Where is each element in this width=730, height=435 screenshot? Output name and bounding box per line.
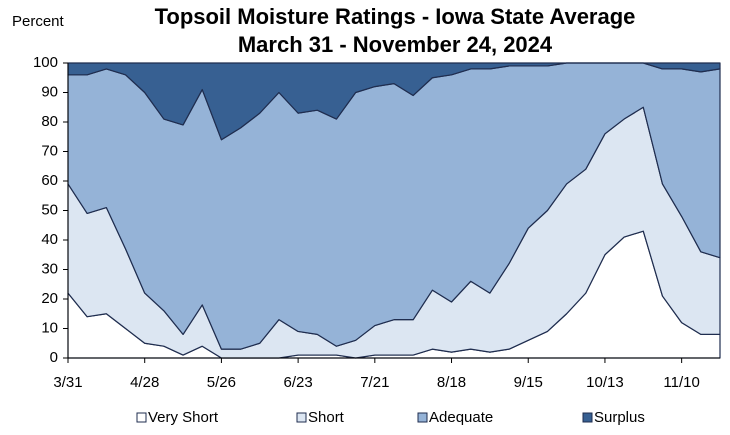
- x-tick-label: 4/28: [130, 374, 159, 391]
- y-tick-label: 80: [41, 113, 58, 130]
- area: [67, 62, 721, 141]
- legend-marker: [296, 412, 307, 423]
- legend-marker: [582, 412, 593, 423]
- legend-label: Adequate: [429, 409, 493, 426]
- y-tick-label: 60: [41, 172, 58, 189]
- y-tick-label: 40: [41, 231, 58, 248]
- legend-label: Very Short: [148, 409, 219, 426]
- x-tick-label: 8/18: [437, 374, 466, 391]
- y-tick-label: 0: [50, 349, 58, 366]
- legend-marker: [136, 412, 147, 423]
- y-tick-label: 30: [41, 260, 58, 277]
- x-tick-label: 11/10: [663, 374, 699, 391]
- x-tick-label: 7/21: [360, 374, 389, 391]
- y-tick-label: 20: [41, 290, 58, 307]
- x-tick-label: 9/15: [514, 374, 543, 391]
- y-tick-label: 10: [41, 319, 58, 336]
- legend-label: Short: [308, 409, 345, 426]
- chart-title: Topsoil Moisture Ratings - Iowa State Av…: [155, 4, 636, 29]
- y-tick-label: 100: [33, 54, 58, 71]
- legend-label: Surplus: [594, 409, 645, 426]
- y-tick-label: 90: [41, 83, 58, 100]
- y-tick-label: 50: [41, 201, 58, 218]
- x-tick-label: 3/31: [53, 374, 82, 391]
- x-tick-label: 6/23: [284, 374, 313, 391]
- x-tick-label: 10/13: [586, 374, 624, 391]
- legend-marker: [417, 412, 428, 423]
- chart-subtitle: March 31 - November 24, 2024: [238, 32, 553, 57]
- y-axis-label: Percent: [12, 13, 65, 30]
- x-tick-label: 5/26: [207, 374, 236, 391]
- y-tick-label: 70: [41, 142, 58, 159]
